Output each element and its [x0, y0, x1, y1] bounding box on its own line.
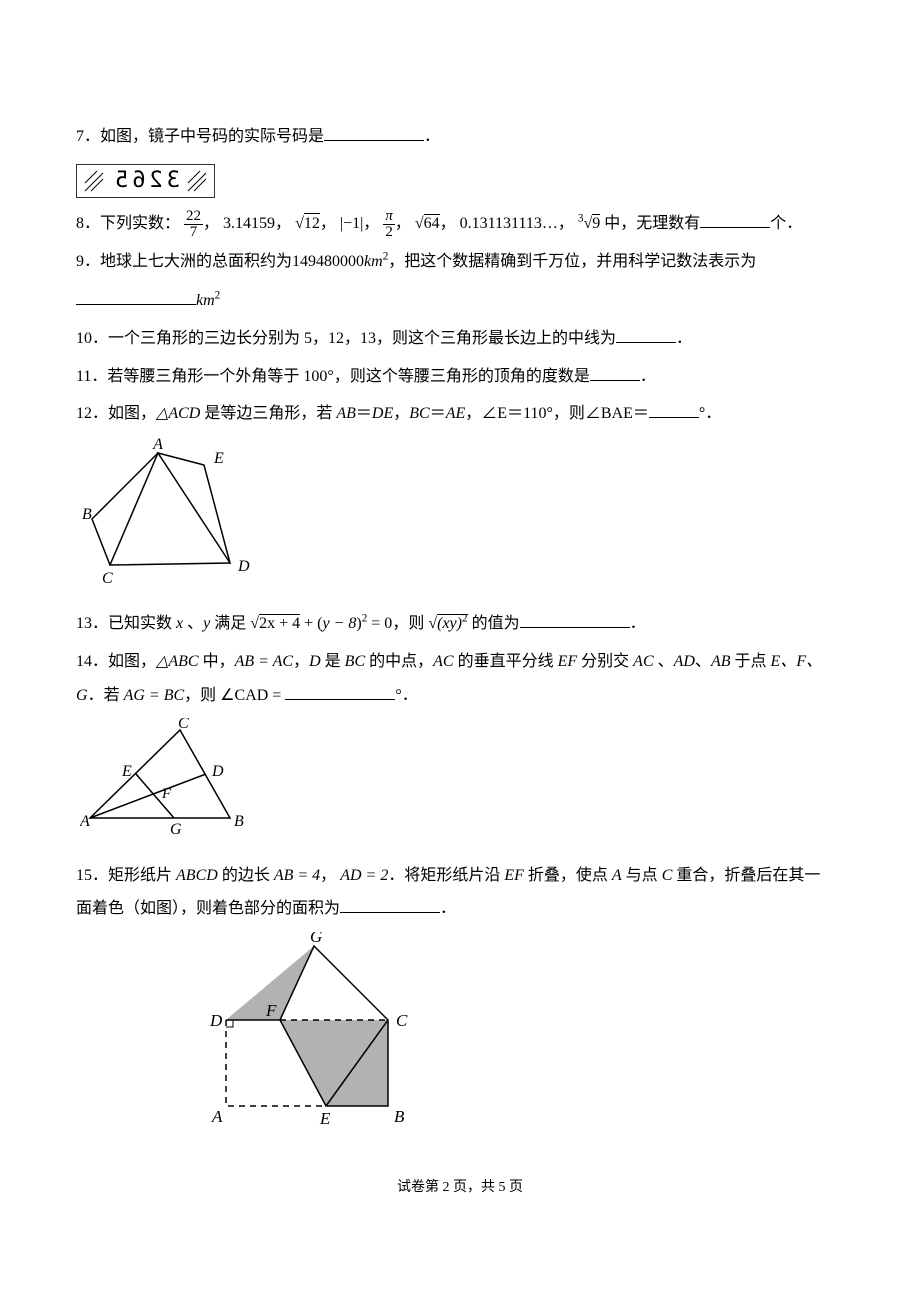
- svg-text:C: C: [396, 1011, 408, 1030]
- hatch-icon: [83, 169, 105, 193]
- q10-label: 10．: [76, 330, 108, 347]
- sqrt-icon: √64: [415, 214, 440, 232]
- svg-text:A: A: [211, 1107, 223, 1126]
- svg-text:A: A: [152, 437, 163, 453]
- question-15: 15．矩形纸片 ABCD 的边长 AB = 4， AD = 2．将矩形纸片沿 E…: [76, 859, 844, 926]
- svg-text:E: E: [213, 450, 224, 467]
- sqrt-icon: √(xy)2: [428, 614, 467, 632]
- svg-text:E: E: [121, 763, 132, 780]
- svg-text:G: G: [170, 821, 182, 838]
- q11-label: 11．: [76, 368, 107, 385]
- question-8: 8．下列实数： 227， 3.14159， √12， |−1|， π2， √64…: [76, 207, 844, 241]
- fraction-icon: 227: [184, 209, 203, 240]
- svg-text:D: D: [211, 763, 224, 780]
- svg-text:C: C: [178, 718, 189, 732]
- q12-label: 12．: [76, 405, 108, 422]
- svg-text:D: D: [237, 558, 250, 575]
- svg-text:F: F: [161, 786, 172, 802]
- q8-label: 8．: [76, 215, 100, 232]
- svg-text:B: B: [394, 1107, 405, 1126]
- svg-text:C: C: [102, 570, 113, 587]
- q10-blank: [616, 327, 676, 343]
- question-7: 7．如图，镜子中号码的实际号码是 ．: [76, 120, 844, 154]
- q13-blank: [520, 612, 630, 628]
- q13-label: 13．: [76, 615, 108, 632]
- question-9: 9．地球上七大洲的总面积约为149480000km2，把这个数据精确到千万位，并…: [76, 245, 844, 318]
- q8-prefix: 下列实数：: [100, 215, 180, 232]
- svg-text:G: G: [310, 932, 322, 946]
- question-12: 12．如图，△ACD 是等边三角形，若 AB＝DE，BC＝AE，∠E＝110°，…: [76, 397, 844, 431]
- question-11: 11．若等腰三角形一个外角等于 100°，则这个等腰三角形的顶角的度数是．: [76, 360, 844, 394]
- question-14: 14．如图，△ABC 中，AB = AC，D 是 BC 的中点，AC 的垂直平分…: [76, 645, 844, 712]
- svg-text:F: F: [265, 1001, 277, 1020]
- q7-blank: [324, 125, 424, 141]
- svg-text:B: B: [234, 813, 244, 830]
- q14-figure: A B C D E F G: [80, 718, 844, 851]
- svg-text:D: D: [209, 1011, 223, 1030]
- q15-blank: [340, 897, 440, 913]
- mirror-text: 3265: [105, 158, 186, 204]
- svg-text:B: B: [82, 506, 92, 523]
- q14-label: 14．: [76, 653, 108, 670]
- q7-text: 如图，镜子中号码的实际号码是: [100, 128, 324, 145]
- q11-blank: [590, 365, 640, 381]
- q12-blank: [649, 402, 699, 418]
- svg-text:E: E: [319, 1109, 331, 1128]
- q14-blank: [285, 684, 395, 700]
- svg-text:A: A: [80, 813, 90, 830]
- fraction-icon: π2: [383, 209, 395, 240]
- mirror-box: 3265: [76, 164, 215, 198]
- q15-label: 15．: [76, 867, 108, 884]
- q9-blank: [76, 289, 196, 305]
- q9-label: 9．: [76, 253, 100, 270]
- q12-figure: A B C D E: [80, 437, 844, 600]
- q7-label: 7．: [76, 128, 100, 145]
- cbrt-icon: 3√9: [578, 215, 600, 232]
- question-13: 13．已知实数 x 、y 满足 √2x + 4 + (y − 8)2 = 0，则…: [76, 607, 844, 641]
- q8-blank: [700, 212, 770, 228]
- q7-period: ．: [424, 128, 440, 145]
- q15-figure: A B C D E F G: [196, 932, 844, 1145]
- hatch-icon: [186, 169, 208, 193]
- sqrt-icon: √2x + 4: [250, 614, 300, 632]
- question-10: 10．一个三角形的三边长分别为 5，12，13，则这个三角形最长边上的中线为．: [76, 322, 844, 356]
- sqrt-icon: √12: [295, 213, 320, 232]
- page-footer: 试卷第 2 页，共 5 页: [0, 1173, 920, 1202]
